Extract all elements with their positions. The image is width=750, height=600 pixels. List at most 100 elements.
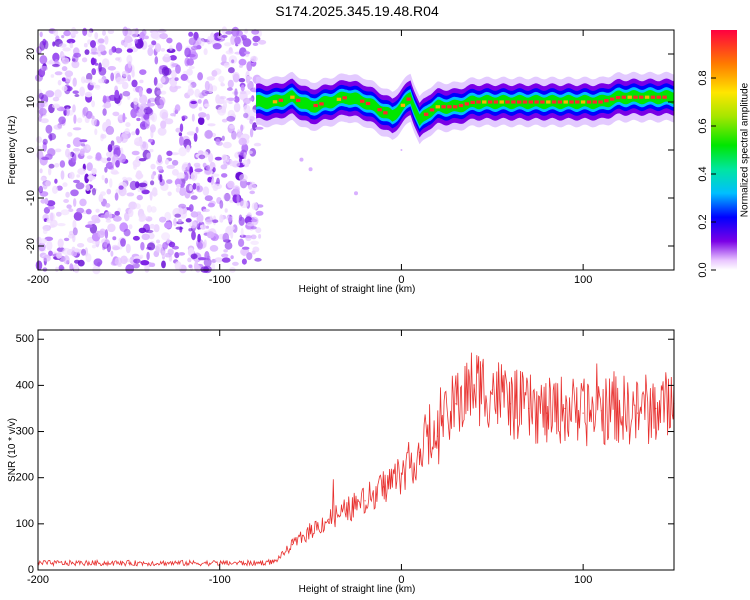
spectrogram-noise-blob (91, 188, 97, 196)
spectrogram-noise-blob (249, 119, 254, 125)
spectrogram-noise-blob (245, 234, 252, 242)
spectrogram-noise-blob (217, 106, 227, 116)
spectrogram-noise-blob (61, 52, 66, 61)
spectrogram-noise-blob (110, 72, 115, 82)
colorbar-ticks: 0.0 0.2 0.4 0.6 0.8 (697, 70, 716, 278)
spectrogram-noise-blob (126, 48, 133, 53)
spectrogram-noise-blob (72, 90, 79, 94)
spectrogram-noise-blob (228, 216, 232, 223)
spectrogram-noise-blob (57, 238, 64, 248)
spectrogram-noise-blob (54, 104, 60, 109)
spectrogram-noise-blob (171, 69, 177, 79)
spectrogram-noise-blob (175, 127, 181, 133)
spectrogram-noise-blob (160, 90, 167, 95)
spectrogram-y-tick-label: 10 (25, 96, 37, 108)
snr-panel: -200 -100 0 100 0 100 200 300 400 500 Height of … (7, 329, 675, 595)
spectrogram-noise-blob (228, 67, 235, 74)
spectrogram-noise-blob (104, 35, 109, 45)
spectrogram-noise-blob (40, 65, 49, 71)
spectrogram-noise-blob (61, 35, 65, 39)
spectrogram-noise-blob (77, 259, 85, 267)
spectrogram-noise-blob (146, 152, 152, 160)
spectrogram-noise-blob (94, 32, 99, 40)
snr-data-point (582, 412, 584, 414)
spectrogram-noise-blob (181, 163, 189, 173)
spectrogram-noise-blob (156, 83, 164, 89)
spectrogram-noise-blob (122, 26, 128, 37)
spectrogram-noise-blob (65, 107, 70, 117)
spectrogram-noise-blob (90, 51, 99, 55)
spectrogram-noise-blob (200, 224, 204, 228)
spectrogram-noise-blob (38, 107, 47, 116)
spectrogram-noise-blob (150, 163, 156, 170)
spectrogram-noise-blob (308, 167, 313, 172)
spectrogram-noise-blob (139, 105, 144, 113)
spectrogram-peak-mark (650, 95, 656, 99)
spectrogram-noise-blob (136, 117, 141, 122)
spectrogram-noise-blob (121, 70, 129, 77)
spectrogram-noise-blob (225, 50, 234, 55)
spectrogram-noise-blob (127, 74, 132, 82)
spectrogram-noise-blob (196, 45, 202, 50)
spectrogram-noise-blob (164, 53, 170, 58)
spectrogram-noise-blob (149, 124, 156, 133)
spectrogram-noise-blob (198, 112, 207, 118)
spectrogram-noise-blob (121, 81, 129, 90)
spectrogram-noise-blob (227, 180, 235, 189)
spectrogram-noise-blob (221, 54, 227, 64)
spectrogram-noise-blob (251, 202, 258, 210)
spectrogram-noise-blob (239, 200, 249, 208)
spectrogram-peak-mark (621, 95, 626, 99)
spectrogram-noise-blob (73, 114, 77, 124)
spectrogram-noise-blob (211, 70, 218, 77)
spectrogram-peak-mark (406, 97, 411, 101)
spectrogram-noise-blob (82, 27, 88, 36)
spectrogram-noise-blob (56, 211, 62, 217)
spectrogram-noise-blob (139, 94, 148, 105)
spectrogram-noise-blob (174, 178, 182, 187)
snr-plot-area (38, 330, 674, 570)
spectrogram-noise-blob (55, 148, 62, 153)
spectrogram-noise-blob (42, 138, 48, 145)
spectrogram-noise-blob (194, 257, 199, 263)
spectrogram-noise-blob (249, 190, 255, 195)
spectrogram-noise-blob (221, 118, 228, 123)
spectrogram-noise-blob (192, 183, 197, 190)
spectrogram-noise-blob (205, 219, 213, 225)
spectrogram-noise-blob (138, 87, 143, 97)
spectrogram-noise-blob (215, 138, 221, 145)
spectrogram-noise-blob (79, 86, 85, 97)
spectrogram-noise-blob (100, 214, 108, 218)
spectrogram-noise-blob (299, 157, 304, 162)
spectrogram-x-label: Height of straight line (km) (299, 284, 416, 295)
spectrogram-noise-blob (139, 69, 147, 75)
spectrogram-peak-mark (383, 111, 388, 115)
spectrogram-noise-blob (53, 28, 59, 37)
spectrogram-noise-blob (44, 197, 49, 205)
spectrogram-noise-blob (190, 171, 198, 181)
spectrogram-noise-blob (354, 191, 358, 196)
spectrogram-peak-mark (575, 100, 580, 104)
spectrogram-noise-blob (94, 84, 101, 90)
spectrogram-noise-blob (115, 57, 121, 61)
spectrogram-noise-blob (248, 109, 258, 117)
spectrogram-noise-blob (45, 124, 53, 134)
spectrogram-noise-blob (177, 218, 182, 224)
spectrogram-noise-blob (62, 47, 71, 52)
spectrogram-noise-blob (114, 257, 123, 266)
spectrogram-noise-blob (184, 47, 191, 58)
spectrogram-y-tick-label: 20 (25, 48, 37, 60)
spectrogram-noise-blob (114, 89, 120, 99)
spectrogram-noise-blob (149, 262, 156, 267)
spectrogram-noise-blob (231, 59, 235, 64)
spectrogram-noise-blob (151, 40, 157, 46)
spectrogram-noise-blob (91, 244, 97, 249)
spectrogram-noise-blob (190, 211, 199, 218)
spectrogram-peak-mark (313, 103, 318, 108)
spectrogram-noise-blob (90, 40, 96, 48)
spectrogram-noise-blob (164, 159, 169, 165)
spectrogram-noise-blob (176, 183, 181, 188)
spectrogram-noise-blob (239, 90, 247, 95)
spectrogram-noise-blob (131, 79, 138, 88)
spectrogram-noise-blob (107, 223, 116, 233)
